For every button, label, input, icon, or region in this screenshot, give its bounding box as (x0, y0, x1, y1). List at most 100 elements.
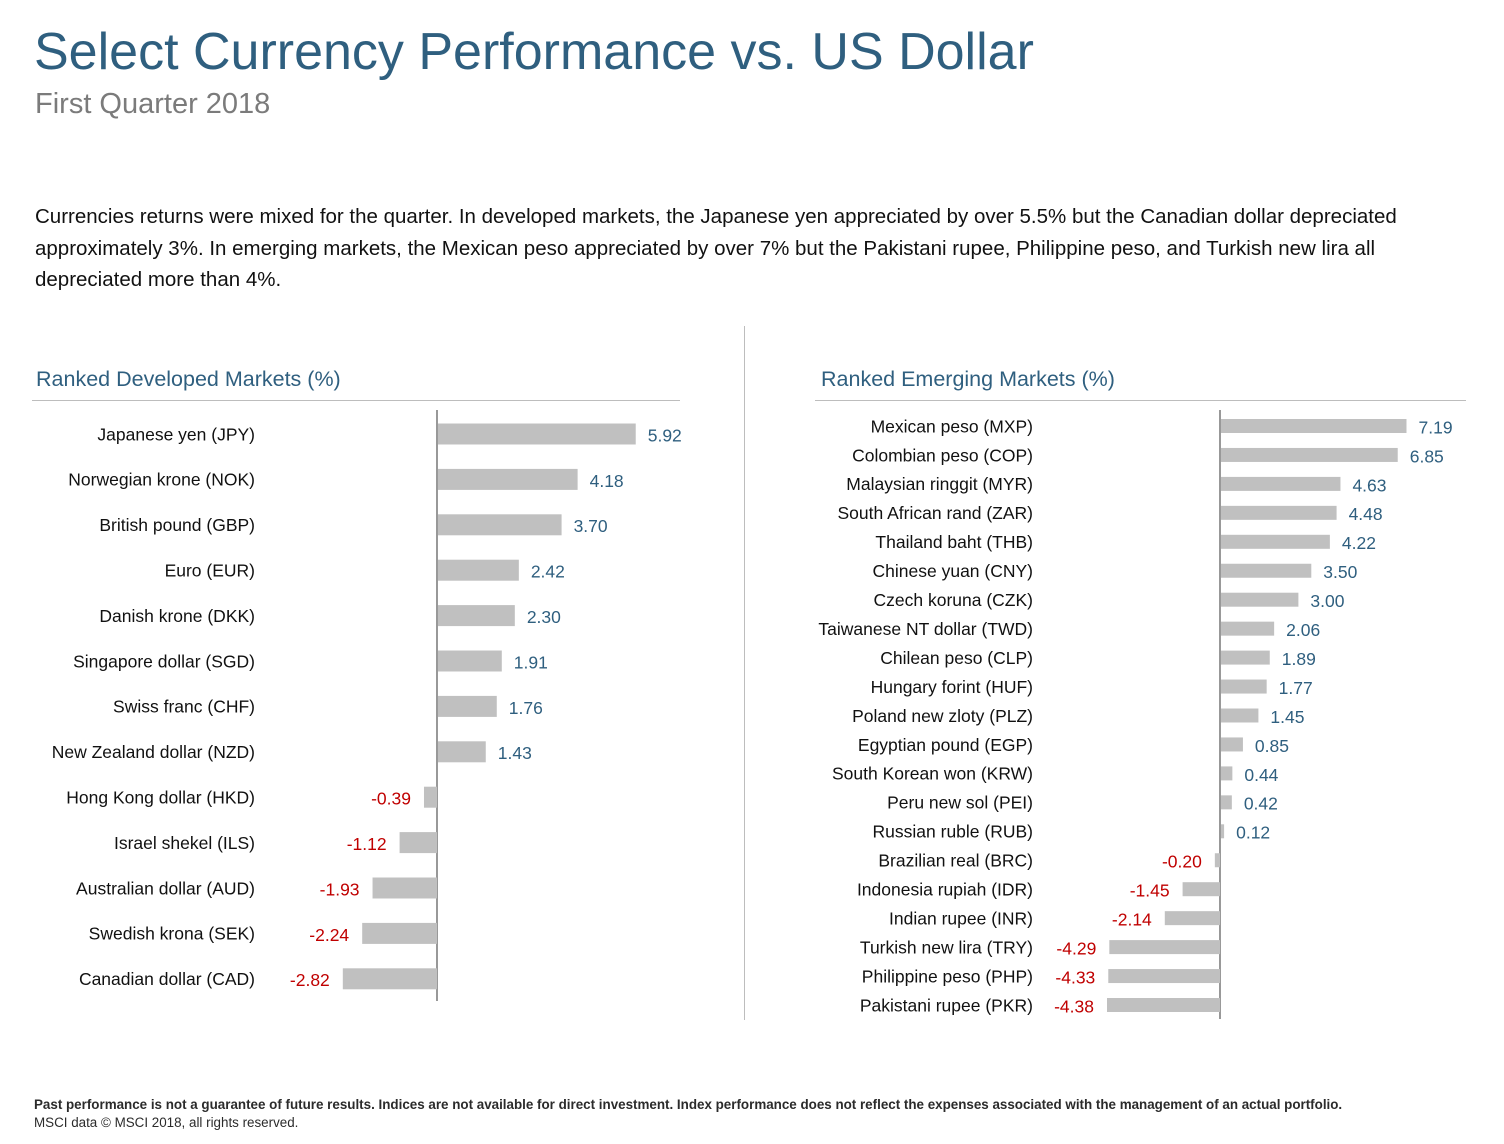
bar (438, 695, 497, 717)
bar (438, 514, 562, 536)
value-label: 3.50 (1323, 562, 1357, 582)
value-label: -4.38 (1054, 996, 1094, 1016)
category-label: New Zealand dollar (NZD) (52, 742, 255, 762)
value-label: 1.45 (1270, 707, 1304, 727)
bar (1221, 679, 1267, 694)
summary-text: Currencies returns were mixed for the qu… (35, 205, 1397, 291)
bar (438, 741, 486, 763)
value-label: 2.06 (1286, 620, 1320, 640)
emerging-markets-chart: Mexican peso (MXP) 7.19 Colombian peso (CO… (744, 0, 1504, 1030)
value-label: 3.00 (1310, 591, 1344, 611)
bar (362, 922, 437, 944)
bar (1109, 940, 1220, 955)
bar (1106, 998, 1220, 1012)
category-label: Singapore dollar (SGD) (73, 651, 255, 671)
category-label: Hungary forint (HUF) (871, 677, 1033, 697)
developed-chart-title: Ranked Developed Markets (%) (36, 367, 341, 391)
value-label: -2.14 (1112, 910, 1152, 930)
category-label: Chinese yuan (CNY) (873, 561, 1033, 581)
value-label: -4.33 (1055, 967, 1095, 987)
value-label: 5.92 (648, 425, 682, 445)
category-label: Colombian peso (COP) (852, 445, 1033, 465)
category-label: Poland new zloty (PLZ) (852, 706, 1033, 726)
value-label: 0.12 (1236, 823, 1270, 843)
category-label: Hong Kong dollar (HKD) (66, 788, 255, 808)
category-label: Chilean peso (CLP) (880, 648, 1033, 668)
value-label: -0.39 (371, 789, 411, 809)
category-label: Danish krone (DKK) (99, 606, 255, 626)
bar (1221, 534, 1330, 549)
bar (1221, 737, 1243, 752)
value-label: 1.77 (1279, 678, 1313, 698)
category-label: Czech koruna (CZK) (874, 590, 1034, 610)
category-label: Norwegian krone (NOK) (68, 470, 255, 490)
page-subtitle: First Quarter 2018 (35, 88, 271, 120)
developed-title-rule (32, 400, 680, 401)
value-label: -4.29 (1056, 938, 1096, 958)
value-label: -2.82 (290, 970, 330, 990)
bar (1221, 708, 1259, 723)
bar (372, 877, 437, 899)
value-label: 4.63 (1352, 475, 1386, 495)
bar (438, 559, 519, 581)
value-label: -0.20 (1162, 852, 1202, 872)
category-label: Japanese yen (JPY) (97, 424, 255, 444)
bar (1221, 505, 1337, 520)
category-label: Swiss franc (CHF) (113, 697, 255, 717)
bar (438, 423, 636, 445)
value-label: 2.30 (527, 607, 561, 627)
category-label: Indonesia rupiah (IDR) (857, 880, 1033, 900)
bar (423, 786, 437, 808)
bar (1221, 592, 1299, 607)
category-label: Mexican peso (MXP) (871, 416, 1033, 436)
category-label: Russian ruble (RUB) (873, 822, 1033, 842)
bar (1221, 476, 1341, 491)
value-label: 2.42 (531, 562, 565, 582)
panel-divider (744, 326, 745, 1020)
category-label: South African rand (ZAR) (838, 503, 1034, 523)
value-label: 1.91 (514, 652, 548, 672)
value-label: 1.43 (498, 743, 532, 763)
bar (1108, 969, 1220, 984)
category-label: Euro (EUR) (165, 561, 255, 581)
bar (1182, 882, 1220, 897)
value-label: 0.85 (1255, 736, 1289, 756)
category-label: Philippine peso (PHP) (862, 966, 1033, 986)
bar (1221, 795, 1232, 810)
developed-markets-chart: Japanese yen (JPY) 5.92 Norwegian krone (N… (0, 0, 740, 1020)
category-label: Brazilian real (BRC) (878, 851, 1033, 871)
category-label: Thailand baht (THB) (875, 532, 1033, 552)
category-label: Canadian dollar (CAD) (79, 969, 255, 989)
category-label: Swedish krona (SEK) (89, 924, 255, 944)
value-label: 1.89 (1282, 649, 1316, 669)
category-label: Turkish new lira (TRY) (860, 937, 1033, 957)
category-label: Malaysian ringgit (MYR) (846, 474, 1033, 494)
value-label: 4.48 (1349, 504, 1383, 524)
value-label: -1.45 (1130, 881, 1170, 901)
page-title: Select Currency Performance vs. US Dolla… (34, 23, 1034, 81)
category-label: Egyptian pound (EGP) (858, 735, 1033, 755)
value-label: -2.24 (309, 925, 349, 945)
bar (438, 650, 502, 672)
category-label: South Korean won (KRW) (832, 764, 1033, 784)
bar (399, 832, 437, 854)
bar (1221, 419, 1407, 433)
category-label: Israel shekel (ILS) (114, 833, 255, 853)
bar (1221, 766, 1233, 781)
value-label: 3.70 (574, 516, 608, 536)
value-label: 1.76 (509, 698, 543, 718)
bar (342, 968, 437, 990)
value-label: 0.42 (1244, 794, 1278, 814)
developed-markets-svg: Japanese yen (JPY) 5.92 Norwegian krone (N… (52, 410, 682, 1001)
value-label: 4.18 (590, 471, 624, 491)
bar (1214, 853, 1220, 868)
emerging-markets-svg: Mexican peso (MXP) 7.19 Colombian peso (CO… (818, 410, 1453, 1019)
emerging-title-rule (815, 400, 1466, 401)
category-label: Taiwanese NT dollar (TWD) (818, 619, 1033, 639)
bar (1221, 563, 1312, 578)
category-label: Australian dollar (AUD) (76, 878, 255, 898)
bar (438, 468, 578, 490)
value-label: -1.12 (347, 834, 387, 854)
footer-source: MSCI data © MSCI 2018, all rights reserv… (34, 1115, 299, 1130)
category-label: Indian rupee (INR) (889, 908, 1033, 928)
